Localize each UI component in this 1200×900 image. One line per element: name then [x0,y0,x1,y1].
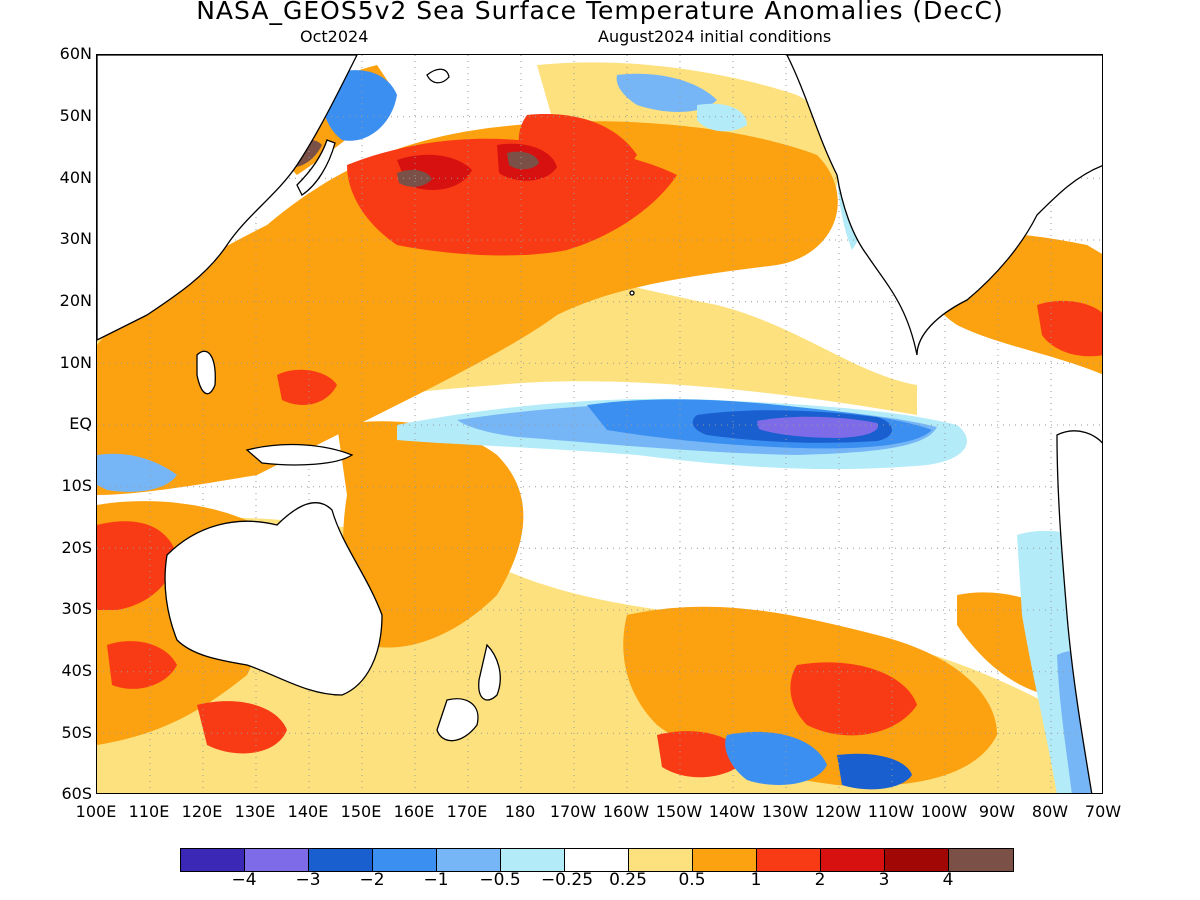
colorbar-swatch-8 [629,849,693,871]
new-guinea-landmass [245,443,354,466]
lon-label-100w: 100W [920,802,968,821]
colorbar-label: 1 [750,870,762,890]
australia-landmass [164,502,383,696]
lat-label-eq: EQ [69,414,92,433]
lat-label-50n: 50N [59,106,92,125]
colorbar-label: 0.25 [609,870,647,890]
colorbar-label: −1 [423,870,449,890]
colorbar-swatch-1 [181,849,245,871]
lat-label-10s: 10S [61,476,92,495]
north-america-landmass [786,55,1102,356]
colorbar [180,848,1014,872]
lon-label-160e: 160E [393,802,435,821]
colorbar-swatch-6 [501,849,565,871]
lon-label-130e: 130E [234,802,276,821]
colorbar-label: −4 [231,870,257,890]
lat-label-60s: 60S [61,784,92,803]
asia-landmass [97,55,358,341]
lat-label-10n: 10N [59,353,92,372]
colorbar-swatch-5 [437,849,501,871]
lat-label-40n: 40N [59,168,92,187]
colorbar-label: 4 [942,870,954,890]
lat-label-50s: 50S [61,723,92,742]
initial-conditions: August2024 initial conditions [598,27,832,46]
colorbar-swatch-3 [309,849,373,871]
lon-label-90w: 90W [978,802,1016,821]
sst-anomaly-map [96,54,1103,794]
lon-label-130w: 130W [761,802,809,821]
colorbar-swatch-4 [373,849,437,871]
colorbar-swatch-12 [885,849,949,871]
colorbar-label: −0.25 [540,870,594,890]
colorbar-swatch-11 [821,849,885,871]
map-title: NASA_GEOS5v2 Sea Surface Temperature Ano… [196,0,1004,25]
kamchatka-landmass [426,68,450,84]
lon-label-150e: 150E [340,802,382,821]
new-zealand-north-landmass [478,643,501,701]
lon-label-170w: 170W [549,802,597,821]
lat-label-20n: 20N [59,291,92,310]
lat-label-30n: 30N [59,229,92,248]
colorbar-label: 0.5 [678,870,706,890]
lon-label-180: 180 [504,802,536,821]
lon-label-160w: 160W [602,802,650,821]
hawaii-landmass [629,290,635,296]
lon-label-120w: 120W [814,802,862,821]
colorbar-swatch-13 [949,849,1013,871]
lon-label-140w: 140W [708,802,756,821]
lon-label-170e: 170E [446,802,488,821]
japan-landmass [296,139,336,196]
lon-label-140e: 140E [287,802,329,821]
lon-label-110e: 110E [128,802,170,821]
south-america-landmass [1056,430,1102,793]
colorbar-swatch-7 [565,849,629,871]
lat-label-20s: 20S [61,538,92,557]
colorbar-label: −3 [295,870,321,890]
lon-label-150w: 150W [655,802,703,821]
lon-label-120e: 120E [181,802,223,821]
colorbar-swatch-9 [693,849,757,871]
new-zealand-south-landmass [436,698,479,742]
forecast-month: Oct2024 [300,27,369,46]
lon-label-80w: 80W [1031,802,1069,821]
land-masses [97,55,1102,793]
colorbar-swatch-10 [757,849,821,871]
anomaly-field [97,55,1102,793]
lon-label-110w: 110W [867,802,915,821]
lon-label-100e: 100E [75,802,117,821]
colorbar-swatch-2 [245,849,309,871]
colorbar-label: −0.5 [479,870,521,890]
lat-label-40s: 40S [61,661,92,680]
lat-label-30s: 30S [61,599,92,618]
lat-label-60n: 60N [59,44,92,63]
colorbar-label: 2 [814,870,826,890]
colorbar-label: 3 [878,870,890,890]
lon-label-70w: 70W [1084,802,1122,821]
philippines-landmass [196,350,216,395]
colorbar-label: −2 [359,870,385,890]
